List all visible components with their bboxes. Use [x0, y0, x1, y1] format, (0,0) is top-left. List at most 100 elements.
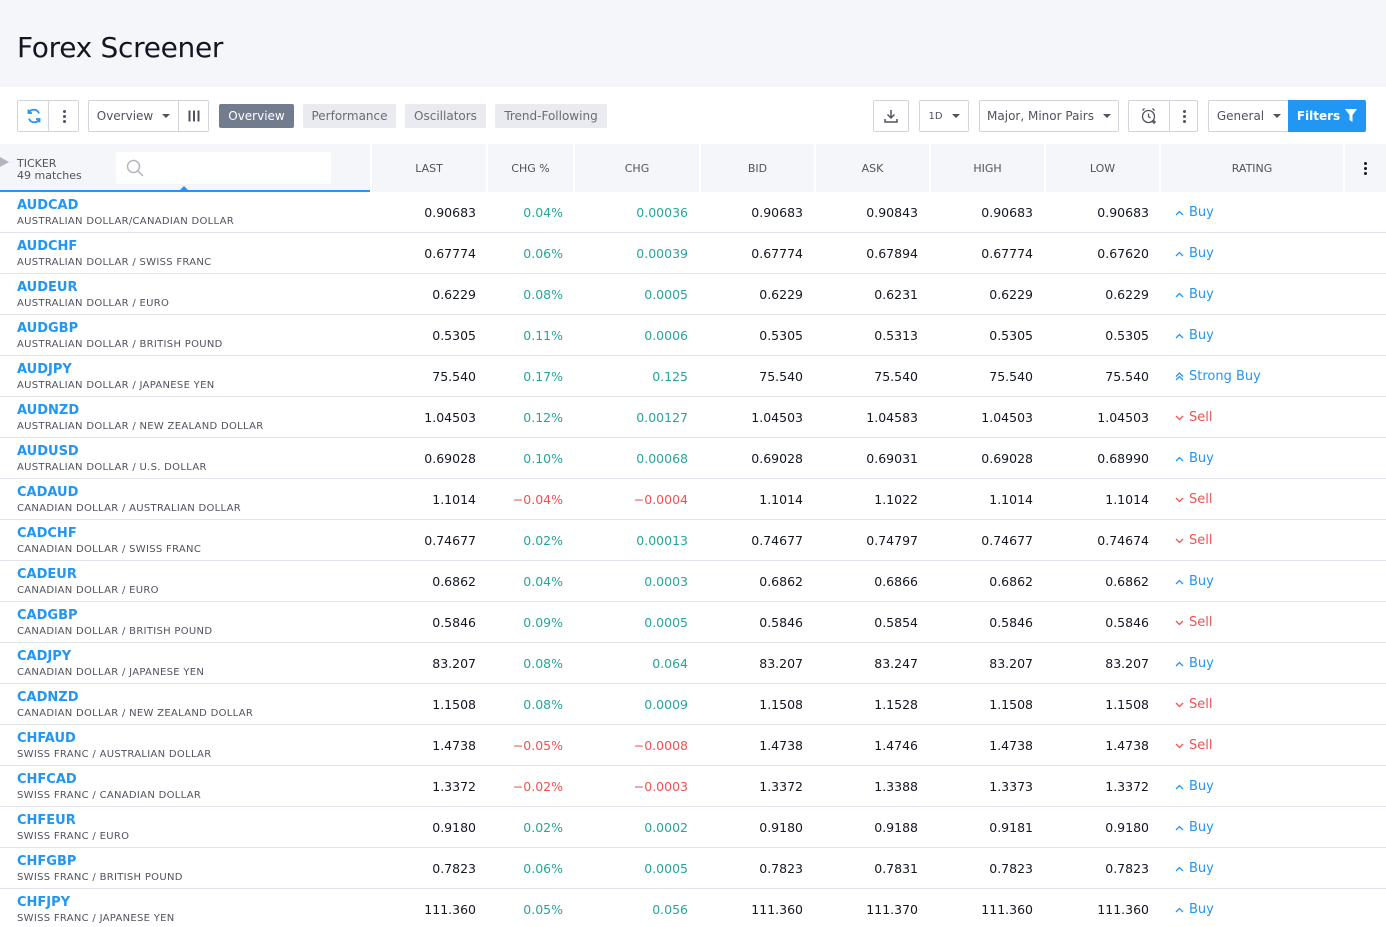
- change-cell: 0.0003: [644, 574, 688, 589]
- table-row[interactable]: CHFGBP SWISS FRANC / BRITISH POUND 0.7823 0…: [0, 848, 1386, 889]
- page-title: Forex Screener: [17, 31, 224, 64]
- ticker-symbol-link[interactable]: CADJPY: [17, 649, 72, 664]
- ticker-symbol-link[interactable]: AUDCHF: [17, 239, 78, 254]
- table-row[interactable]: AUDJPY AUSTRALIAN DOLLAR / JAPANESE YEN 75…: [0, 356, 1386, 397]
- rating-label: Strong Buy: [1189, 369, 1261, 384]
- bid-cell: 0.69028: [751, 451, 803, 466]
- rating-badge[interactable]: Buy: [1175, 779, 1214, 794]
- table-row[interactable]: CADNZD CANADIAN DOLLAR / NEW ZEALAND DOLL…: [0, 684, 1386, 725]
- rating-badge[interactable]: Sell: [1175, 615, 1212, 630]
- table-row[interactable]: AUDCHF AUSTRALIAN DOLLAR / SWISS FRANC 0.6…: [0, 233, 1386, 274]
- column-header-high[interactable]: HIGH: [929, 144, 1044, 192]
- table-row[interactable]: CADGBP CANADIAN DOLLAR / BRITISH POUND 0.5…: [0, 602, 1386, 643]
- high-cell: 1.1508: [989, 697, 1033, 712]
- ticker-symbol-link[interactable]: CHFAUD: [17, 731, 76, 746]
- rating-badge[interactable]: Sell: [1175, 410, 1212, 425]
- rating-badge[interactable]: Buy: [1175, 287, 1214, 302]
- table-row[interactable]: CHFJPY SWISS FRANC / JAPANESE YEN 111.360 0…: [0, 889, 1386, 927]
- tab-trend-following[interactable]: Trend-Following: [495, 104, 607, 128]
- ticker-symbol-link[interactable]: CADAUD: [17, 485, 79, 500]
- ticker-symbol-link[interactable]: CADNZD: [17, 690, 79, 705]
- ticker-symbol-link[interactable]: AUDJPY: [17, 362, 72, 377]
- rating-badge[interactable]: Strong Buy: [1175, 369, 1261, 384]
- column-header-ask[interactable]: ASK: [814, 144, 929, 192]
- more-options-icon[interactable]: [49, 101, 79, 131]
- ticker-symbol-link[interactable]: CADGBP: [17, 608, 78, 623]
- ticker-symbol-link[interactable]: AUDEUR: [17, 280, 78, 295]
- ticker-description: CANADIAN DOLLAR / JAPANESE YEN: [17, 667, 205, 678]
- ticker-symbol-link[interactable]: AUDUSD: [17, 444, 79, 459]
- rating-badge[interactable]: Buy: [1175, 574, 1214, 589]
- filters-button[interactable]: Filters: [1288, 100, 1366, 132]
- last-price-cell: 0.90683: [424, 205, 476, 220]
- ticker-symbol-link[interactable]: CADEUR: [17, 567, 77, 582]
- change-percent-cell: 0.11%: [523, 328, 563, 343]
- table-row[interactable]: CHFAUD SWISS FRANC / AUSTRALIAN DOLLAR 1.4…: [0, 725, 1386, 766]
- column-header-chg-percent[interactable]: CHG %: [486, 144, 573, 192]
- column-header-rating[interactable]: RATING: [1159, 144, 1343, 192]
- rating-label: Buy: [1189, 287, 1214, 302]
- rating-badge[interactable]: Sell: [1175, 533, 1212, 548]
- bid-cell: 1.3372: [759, 779, 803, 794]
- more-options-icon[interactable]: [1170, 101, 1198, 131]
- high-cell: 83.207: [989, 656, 1033, 671]
- ticker-symbol-link[interactable]: AUDCAD: [17, 198, 79, 213]
- table-row[interactable]: CADEUR CANADIAN DOLLAR / EURO 0.6862 0.04% 0…: [0, 561, 1386, 602]
- low-cell: 83.207: [1105, 656, 1149, 671]
- rating-badge[interactable]: Buy: [1175, 820, 1214, 835]
- chevron-up-icon: [1175, 251, 1184, 256]
- alarm-clock-icon[interactable]: [1129, 101, 1169, 131]
- interval-select[interactable]: 1D: [919, 100, 969, 132]
- view-select[interactable]: Overview: [89, 101, 178, 131]
- ask-cell: 83.247: [874, 656, 918, 671]
- rating-badge[interactable]: Buy: [1175, 902, 1214, 917]
- table-row[interactable]: CADCHF CANADIAN DOLLAR / SWISS FRANC 0.746…: [0, 520, 1386, 561]
- column-header-chg[interactable]: CHG: [573, 144, 699, 192]
- ticker-symbol-link[interactable]: CADCHF: [17, 526, 77, 541]
- ticker-symbol-link[interactable]: AUDNZD: [17, 403, 80, 418]
- last-price-cell: 0.5305: [432, 328, 476, 343]
- export-button[interactable]: [873, 100, 909, 132]
- table-row[interactable]: CHFEUR SWISS FRANC / EURO 0.9180 0.02% 0.000…: [0, 807, 1386, 848]
- tab-oscillators[interactable]: Oscillators: [405, 104, 486, 128]
- ticker-symbol-link[interactable]: CHFJPY: [17, 895, 71, 910]
- bid-cell: 1.04503: [751, 410, 803, 425]
- ticker-column-header[interactable]: TICKER 49 matches: [0, 144, 370, 192]
- rating-badge[interactable]: Sell: [1175, 492, 1212, 507]
- rating-badge[interactable]: Buy: [1175, 451, 1214, 466]
- rating-badge[interactable]: Buy: [1175, 246, 1214, 261]
- refresh-icon[interactable]: [18, 101, 49, 131]
- ticker-symbol-link[interactable]: CHFEUR: [17, 813, 76, 828]
- rating-badge[interactable]: Sell: [1175, 697, 1212, 712]
- column-header-low[interactable]: LOW: [1044, 144, 1159, 192]
- ticker-symbol-link[interactable]: CHFCAD: [17, 772, 77, 787]
- rating-badge[interactable]: Sell: [1175, 738, 1212, 753]
- table-row[interactable]: AUDUSD AUSTRALIAN DOLLAR / U.S. DOLLAR 0.6…: [0, 438, 1386, 479]
- column-header-bid[interactable]: BID: [699, 144, 814, 192]
- chevron-up-icon: [1175, 292, 1184, 297]
- ask-cell: 0.9188: [874, 820, 918, 835]
- tab-overview[interactable]: Overview: [219, 104, 294, 128]
- general-select[interactable]: General: [1208, 100, 1290, 132]
- pairs-filter-select[interactable]: Major, Minor Pairs: [979, 100, 1119, 132]
- chevron-down-icon: [1175, 620, 1184, 625]
- table-row[interactable]: AUDNZD AUSTRALIAN DOLLAR / NEW ZEALAND DO…: [0, 397, 1386, 438]
- table-row[interactable]: AUDCAD AUSTRALIAN DOLLAR/CANADIAN DOLLAR 0…: [0, 192, 1386, 233]
- rating-badge[interactable]: Buy: [1175, 656, 1214, 671]
- column-settings-button[interactable]: [1343, 144, 1386, 192]
- table-row[interactable]: CADJPY CANADIAN DOLLAR / JAPANESE YEN 83.2…: [0, 643, 1386, 684]
- ticker-symbol-link[interactable]: CHFGBP: [17, 854, 77, 869]
- columns-icon[interactable]: [179, 101, 209, 131]
- table-row[interactable]: AUDGBP AUSTRALIAN DOLLAR / BRITISH POUND 0…: [0, 315, 1386, 356]
- change-percent-cell: −0.05%: [512, 738, 563, 753]
- table-row[interactable]: CADAUD CANADIAN DOLLAR / AUSTRALIAN DOLLA…: [0, 479, 1386, 520]
- table-row[interactable]: CHFCAD SWISS FRANC / CANADIAN DOLLAR 1.337…: [0, 766, 1386, 807]
- rating-badge[interactable]: Buy: [1175, 205, 1214, 220]
- table-row[interactable]: AUDEUR AUSTRALIAN DOLLAR / EURO 0.6229 0.08…: [0, 274, 1386, 315]
- rating-badge[interactable]: Buy: [1175, 861, 1214, 876]
- ticker-symbol-link[interactable]: AUDGBP: [17, 321, 79, 336]
- column-header-last[interactable]: LAST: [370, 144, 486, 192]
- rating-badge[interactable]: Buy: [1175, 328, 1214, 343]
- tab-performance[interactable]: Performance: [303, 104, 396, 128]
- ticker-search-input[interactable]: [116, 152, 331, 184]
